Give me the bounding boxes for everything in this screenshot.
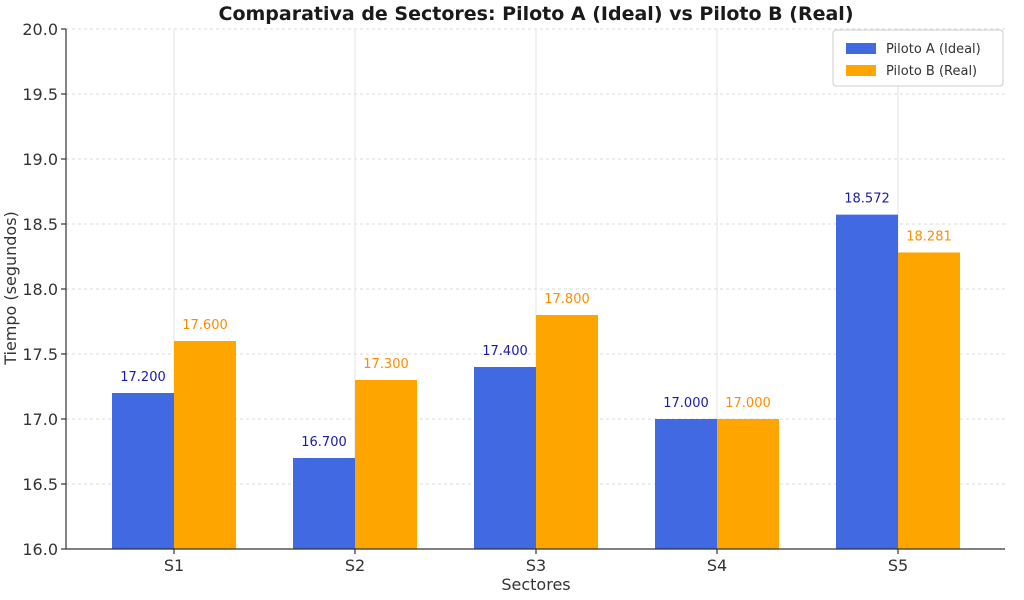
x-tick-label: S4: [707, 556, 727, 575]
bar-piloto-b-s3: [536, 315, 598, 549]
y-tick-label: 19.0: [22, 150, 58, 169]
bars: [112, 214, 960, 549]
y-tick-label: 18.5: [22, 215, 58, 234]
x-tick-label: S5: [888, 556, 908, 575]
bar-piloto-b-s5: [898, 252, 960, 549]
legend-label-piloto-b: Piloto B (Real): [886, 64, 977, 79]
axes: 16.0 16.5 17.0 17.5 18.0 18.5 19.0 19.5 20.0 S1 S2…: [22, 20, 1005, 575]
value-label: 18.281: [906, 229, 952, 244]
legend-label-piloto-a: Piloto A (Ideal): [886, 42, 981, 57]
legend-swatch-piloto-a: [846, 43, 876, 54]
value-label: 17.200: [120, 370, 166, 385]
bar-piloto-a-s4: [655, 419, 717, 549]
bar-piloto-a-s5: [836, 214, 898, 549]
y-tick-label: 16.0: [22, 540, 58, 559]
x-axis-title: Sectores: [501, 575, 570, 594]
y-tick-label: 19.5: [22, 85, 58, 104]
y-axis-title: Tiempo (segundos): [1, 211, 20, 366]
y-tick-label: 17.5: [22, 345, 58, 364]
value-label: 18.572: [844, 192, 890, 207]
x-tick-label: S2: [345, 556, 365, 575]
value-label: 17.300: [363, 357, 409, 372]
bar-piloto-b-s1: [174, 341, 236, 549]
x-tick-label: S3: [526, 556, 546, 575]
y-tick-label: 16.5: [22, 475, 58, 494]
bar-piloto-a-s2: [293, 458, 355, 549]
chart-title: Comparativa de Sectores: Piloto A (Ideal…: [219, 3, 854, 25]
legend-swatch-piloto-b: [846, 65, 876, 76]
value-label: 17.000: [663, 396, 709, 411]
bar-piloto-b-s2: [355, 380, 417, 549]
bar-piloto-a-s1: [112, 393, 174, 549]
value-labels: 17.200 16.700 17.400 17.000 18.572 17.600 17.3…: [120, 192, 952, 450]
legend: Piloto A (Ideal) Piloto B (Real): [832, 29, 1004, 87]
value-label: 17.400: [482, 344, 528, 359]
value-label: 17.600: [182, 318, 228, 333]
x-tick-label: S1: [164, 556, 184, 575]
value-label: 17.000: [725, 396, 771, 411]
y-tick-label: 18.0: [22, 280, 58, 299]
value-label: 16.700: [301, 435, 347, 450]
y-tick-label: 20.0: [22, 20, 58, 39]
y-tick-label: 17.0: [22, 410, 58, 429]
bar-piloto-b-s4: [717, 419, 779, 549]
bar-piloto-a-s3: [474, 367, 536, 549]
value-label: 17.800: [544, 292, 590, 307]
